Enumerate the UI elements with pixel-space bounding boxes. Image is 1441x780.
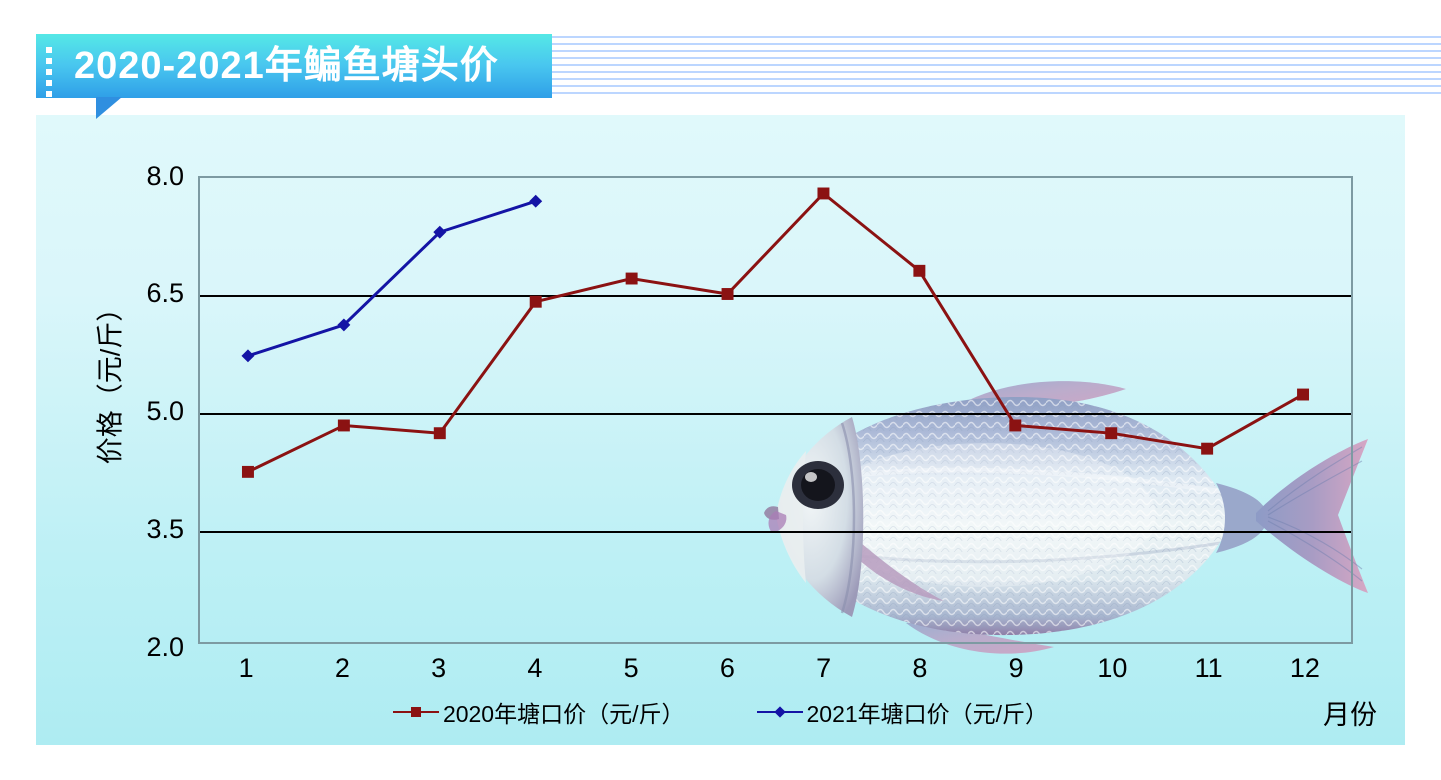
gridline-5.0: [200, 413, 1351, 415]
x-tick-8: 8: [912, 653, 928, 683]
header-stripe: [430, 57, 1441, 59]
y-tick-3.5: 3.5: [146, 514, 184, 544]
legend-swatch-square-icon: [392, 705, 439, 719]
y-axis-labels: 8.0 6.5 5.0 3.5 2.0: [98, 163, 184, 661]
data-point[interactable]: [817, 187, 830, 200]
x-tick-9: 9: [1008, 653, 1024, 683]
page-title: 2020-2021年鳊鱼塘头价: [74, 45, 499, 87]
title-banner-tail: [96, 97, 122, 119]
x-tick-12: 12: [1289, 653, 1320, 683]
legend-item-2020[interactable]: 2020年塘口价（元/斤）: [392, 695, 685, 729]
x-tick-4: 4: [527, 653, 543, 683]
x-axis-labels: 1 2 3 4 5 6 7 8 9 10 11 12: [198, 653, 1353, 689]
series-lines: [241, 187, 1310, 478]
legend-label-2020: 2020年塘口价（元/斤）: [442, 701, 685, 727]
title-banner: [36, 34, 552, 98]
data-point[interactable]: [529, 194, 543, 208]
dots-decoration-icon: [46, 47, 54, 97]
data-point[interactable]: [241, 465, 254, 478]
header-stripe: [430, 85, 1441, 87]
plot-area: [198, 176, 1353, 644]
chart-panel: 8.0 6.5 5.0 3.5 2.0 价格（元/斤） 1 2 3 4 5 6 7 8 9 10 1…: [36, 115, 1405, 745]
series-line: [247, 199, 537, 358]
data-point[interactable]: [337, 318, 351, 332]
data-point[interactable]: [1201, 442, 1214, 455]
series-2021: [241, 194, 543, 363]
header-stripe: [430, 64, 1441, 66]
legend-label-2021: 2021年塘口价（元/斤）: [806, 701, 1049, 727]
x-tick-1: 1: [238, 653, 254, 683]
data-point[interactable]: [433, 427, 446, 440]
data-point[interactable]: [1105, 427, 1118, 440]
data-point[interactable]: [721, 288, 734, 300]
x-tick-11: 11: [1194, 653, 1223, 683]
y-tick-6.5: 6.5: [146, 278, 184, 308]
legend-item-2021[interactable]: 2021年塘口价（元/斤）: [756, 695, 1049, 729]
header-stripe: [430, 43, 1441, 45]
data-point[interactable]: [1297, 388, 1310, 401]
series-2020: [241, 187, 1310, 478]
x-tick-6: 6: [719, 653, 735, 683]
y-tick-5.0: 5.0: [146, 396, 184, 426]
header-stripe: [430, 78, 1441, 80]
header-stripe: [430, 36, 1441, 38]
series-line: [247, 191, 1304, 474]
page-header: 2020-2021年鳊鱼塘头价: [0, 0, 1441, 119]
gridline-6.5: [200, 295, 1351, 297]
chart-legend: 2020年塘口价（元/斤） 2021年塘口价（元/斤）: [36, 695, 1405, 729]
header-stripe: [430, 92, 1441, 94]
x-tick-5: 5: [623, 653, 639, 683]
x-tick-2: 2: [334, 653, 350, 683]
x-tick-7: 7: [816, 653, 832, 683]
header-stripe: [430, 71, 1441, 73]
data-point[interactable]: [625, 272, 638, 285]
x-tick-10: 10: [1097, 653, 1128, 683]
y-tick-8.0: 8.0: [146, 161, 184, 191]
x-axis-title: 月份: [1323, 700, 1377, 730]
gridline-3.5: [200, 531, 1351, 533]
data-point[interactable]: [241, 349, 255, 363]
legend-swatch-diamond-icon: [756, 705, 803, 719]
data-point[interactable]: [337, 419, 350, 432]
y-tick-2.0: 2.0: [146, 632, 184, 662]
header-stripes-decoration: [430, 36, 1441, 98]
header-stripe: [430, 50, 1441, 52]
data-point[interactable]: [913, 264, 926, 277]
data-point[interactable]: [1009, 419, 1022, 432]
x-tick-3: 3: [431, 653, 447, 683]
y-axis-title: 价格（元/斤）: [95, 294, 126, 465]
data-point[interactable]: [529, 295, 542, 308]
